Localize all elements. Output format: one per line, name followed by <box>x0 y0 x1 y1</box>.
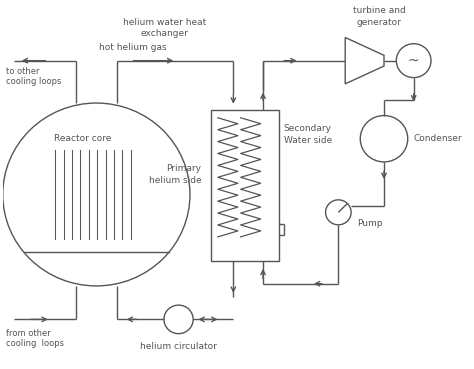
Text: ~: ~ <box>408 54 419 68</box>
Text: turbine and
generator: turbine and generator <box>353 6 406 27</box>
Text: Pump: Pump <box>357 219 383 228</box>
Text: Primary
helium side: Primary helium side <box>149 164 201 185</box>
Text: from other
cooling  loops: from other cooling loops <box>7 329 64 348</box>
Text: Reactor core: Reactor core <box>54 134 111 143</box>
Text: to other
cooling loops: to other cooling loops <box>7 66 62 86</box>
Text: helium water heat
exchanger: helium water heat exchanger <box>123 18 207 38</box>
Bar <box>210 110 279 261</box>
Text: Secondary
Water side: Secondary Water side <box>283 124 332 145</box>
Text: hot helium gas: hot helium gas <box>99 43 167 52</box>
Text: Condenser: Condenser <box>414 134 462 143</box>
Text: helium circulator: helium circulator <box>140 342 217 351</box>
